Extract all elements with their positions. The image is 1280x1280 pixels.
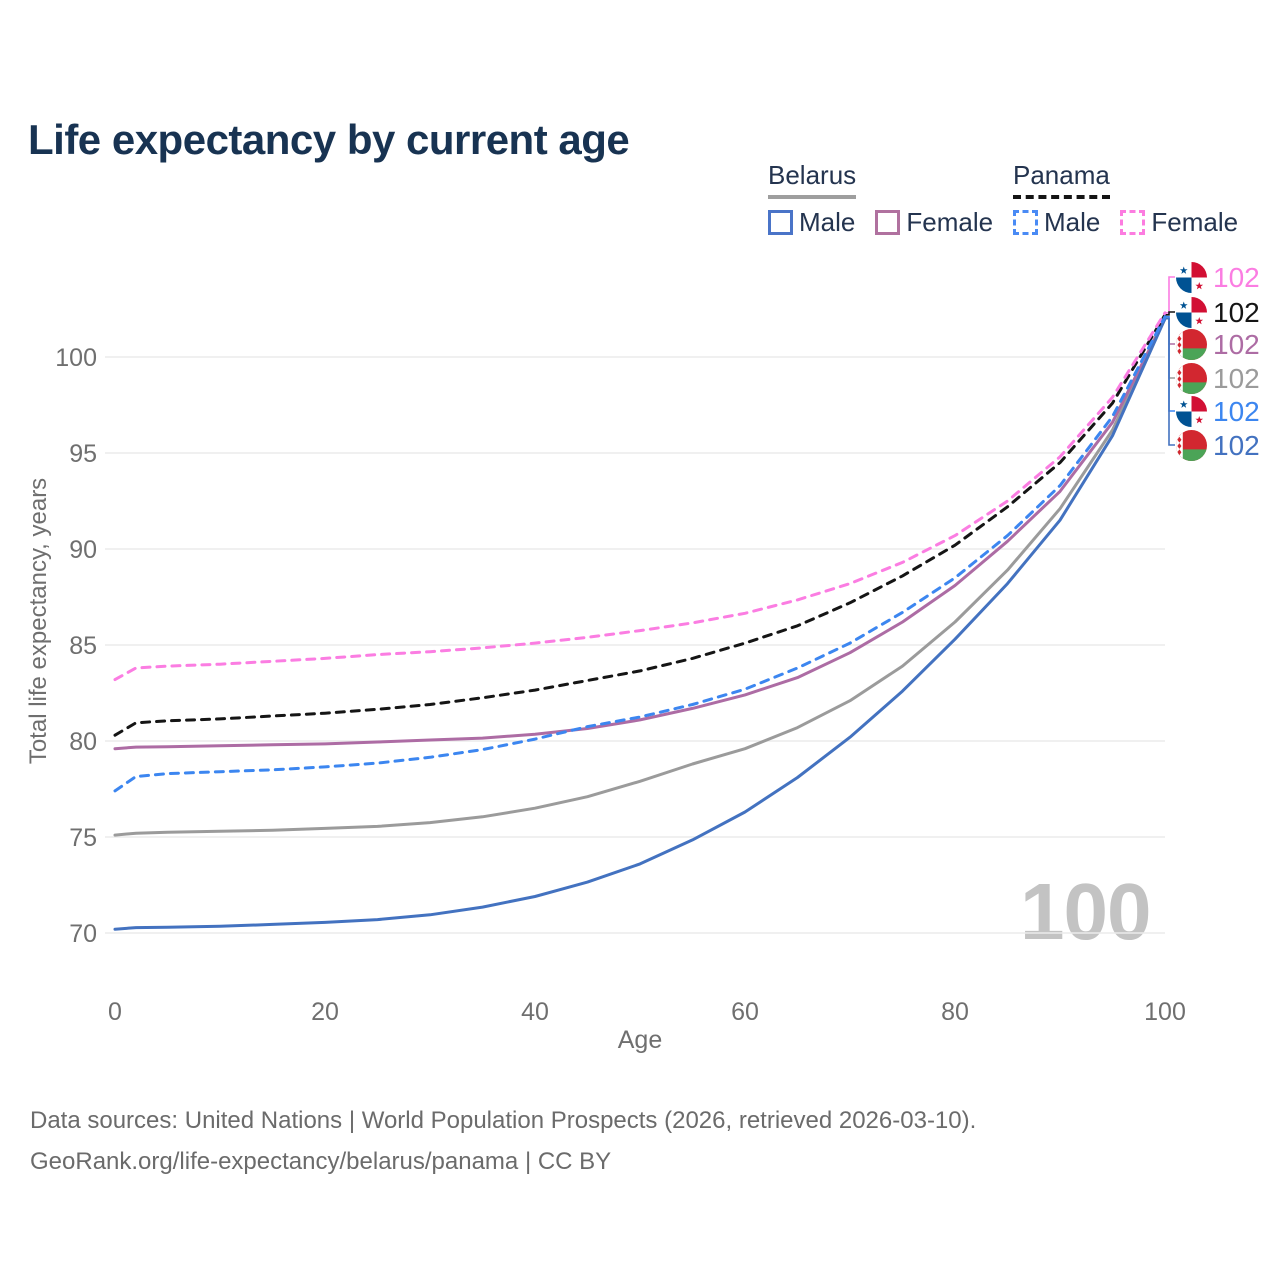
legend-item-label: Female — [906, 207, 994, 237]
x-tick-label: 100 — [1144, 998, 1186, 1026]
end-label-connector — [1166, 317, 1175, 379]
footer-line-2[interactable]: GeoRank.org/life-expectancy/belarus/pana… — [30, 1148, 612, 1175]
page-title: Life expectancy by current age — [28, 116, 630, 164]
legend-group-belarus: Belarus Male Female — [768, 160, 993, 238]
data-source-footer: Data sources: United Nations | World Pop… — [30, 1100, 976, 1182]
y-tick-label: 80 — [69, 728, 97, 756]
belarus-flag-icon — [1176, 363, 1207, 394]
x-tick-label: 60 — [731, 998, 759, 1026]
panama-flag-icon — [1176, 297, 1207, 328]
end-label-connector — [1166, 315, 1175, 412]
end-label-connector — [1166, 317, 1175, 446]
y-tick-label: 90 — [69, 536, 97, 564]
end-label-connector — [1166, 311, 1175, 316]
legend-item-panama-female[interactable]: Female — [1120, 207, 1238, 238]
legend-item-label: Male — [799, 207, 856, 237]
belarus-male-swatch-icon — [768, 210, 793, 235]
series-line-by_f[interactable] — [113, 317, 1167, 751]
end-value-label: 102 — [1213, 297, 1260, 328]
end-value-label: 102 — [1213, 363, 1260, 394]
legend-item-label: Male — [1044, 207, 1101, 237]
end-label-connector — [1166, 317, 1175, 345]
y-tick-label: 100 — [55, 344, 97, 372]
y-tick-label: 95 — [69, 440, 97, 468]
panama-female-swatch-icon — [1120, 210, 1146, 235]
y-axis-title: Total life expectancy, years — [25, 478, 52, 764]
end-value-label: 102 — [1213, 262, 1260, 293]
hovered-age-watermark: 100 — [1020, 867, 1151, 956]
y-tick-label: 85 — [69, 632, 97, 660]
belarus-female-swatch-icon — [875, 210, 901, 235]
series-line-by_t[interactable] — [113, 317, 1167, 837]
end-label-connector — [1166, 276, 1175, 314]
end-value-label: 102 — [1213, 329, 1260, 360]
end-value-label: 102 — [1213, 430, 1260, 461]
x-tick-label: 40 — [521, 998, 549, 1026]
legend-item-belarus-female[interactable]: Female — [875, 207, 993, 238]
panama-flag-icon — [1176, 262, 1207, 293]
legend-item-belarus-male[interactable]: Male — [768, 207, 855, 238]
legend-belarus-title[interactable]: Belarus — [768, 160, 857, 199]
belarus-flag-icon — [1176, 329, 1207, 360]
belarus-flag-icon — [1176, 430, 1207, 461]
legend-items-panama: Male Female — [1013, 207, 1238, 238]
footer-line-1: Data sources: United Nations | World Pop… — [30, 1107, 977, 1134]
series-line-pa_f[interactable] — [113, 311, 1167, 682]
x-tick-label: 80 — [941, 998, 969, 1026]
series-line-by_m[interactable] — [113, 317, 1167, 931]
x-tick-label: 0 — [108, 998, 122, 1026]
y-tick-label: 75 — [69, 824, 97, 852]
series-line-pa_m[interactable] — [113, 315, 1167, 793]
legend-items-belarus: Male Female — [768, 207, 993, 238]
end-value-label: 102 — [1213, 396, 1260, 427]
legend-item-label: Female — [1151, 207, 1239, 237]
panama-flag-icon — [1176, 396, 1207, 427]
y-tick-label: 70 — [69, 920, 97, 948]
legend-group-panama: Panama Male Female — [1013, 160, 1238, 238]
x-axis-title: Age — [618, 1026, 662, 1054]
panama-male-swatch-icon — [1013, 210, 1038, 235]
series-line-pa_t[interactable] — [113, 313, 1167, 737]
legend-panama-title[interactable]: Panama — [1013, 160, 1110, 199]
legend-item-panama-male[interactable]: Male — [1013, 207, 1100, 238]
x-tick-label: 20 — [311, 998, 339, 1026]
